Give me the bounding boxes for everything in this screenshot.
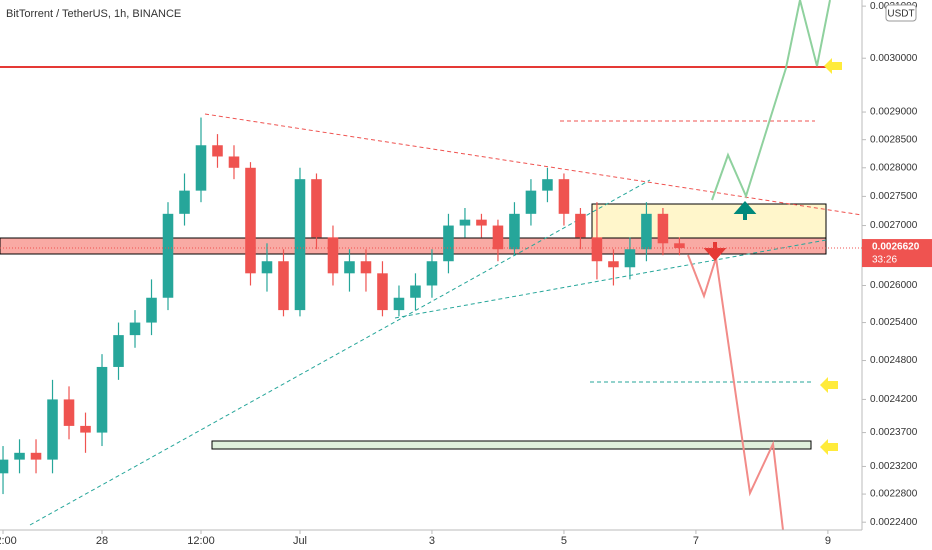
trendline	[394, 239, 827, 319]
up-arrow	[733, 200, 757, 220]
y-tick-label: 0.0027000	[870, 220, 918, 231]
x-tick-label: 12:00	[0, 535, 17, 547]
x-tick-label: 12:00	[187, 535, 215, 547]
x-tick-label: 3	[429, 535, 435, 547]
currency: USDT	[887, 9, 914, 20]
candle-body	[410, 285, 421, 298]
candle-body	[228, 156, 240, 168]
x-tick-label: 7	[693, 535, 699, 547]
candle-body	[558, 179, 570, 214]
candle-body	[0, 459, 9, 474]
candle-body	[492, 225, 504, 250]
x-tick-label: Jul	[293, 535, 307, 547]
candle-body	[129, 322, 141, 336]
candle-body	[261, 261, 273, 274]
candle-body	[146, 297, 157, 323]
support-box	[211, 440, 812, 450]
pointer-arrow	[820, 377, 838, 393]
drawings	[0, 0, 863, 531]
candle-body	[443, 225, 454, 262]
candle-body	[426, 261, 438, 286]
candle-body	[63, 399, 75, 426]
x-tick-label: 9	[825, 535, 831, 547]
candle-body	[393, 297, 405, 311]
y-tick-label: 0.0026000	[870, 280, 918, 291]
candle-body	[360, 261, 372, 274]
down-arrow	[703, 242, 727, 262]
y-tick-label: 0.0024200	[870, 394, 918, 405]
candle-body	[459, 219, 471, 226]
candle-body	[278, 261, 289, 311]
y-tick-label: 0.0027500	[870, 191, 918, 202]
countdown: 33:26	[872, 255, 897, 266]
candle-body	[311, 179, 322, 238]
candle-body	[624, 249, 636, 268]
candle-body	[591, 237, 603, 262]
candle-body	[674, 243, 685, 249]
trendline	[29, 179, 651, 526]
x-tick-label: 28	[96, 535, 108, 547]
resistance-zone	[0, 237, 827, 255]
candles	[0, 117, 685, 495]
chart-title: BitTorrent / TetherUS, 1h, BINANCE	[6, 8, 181, 20]
last-price-box	[862, 239, 932, 268]
candle-body	[641, 213, 652, 250]
pointer-arrow	[824, 58, 842, 74]
candle-body	[30, 452, 42, 460]
y-tick-label: 0.0029000	[870, 107, 918, 118]
candle-body	[657, 213, 669, 244]
candle-body	[476, 219, 487, 226]
candle-body	[575, 213, 586, 238]
y-tick-label: 0.0028000	[870, 162, 918, 173]
candle-body	[212, 145, 223, 157]
candle-body	[245, 167, 256, 274]
y-tick-label: 0.0023200	[870, 461, 918, 472]
candle-body	[113, 335, 124, 367]
currency-badge	[885, 4, 917, 22]
candle-body	[327, 237, 339, 274]
bull-projection	[711, 0, 831, 201]
candle-body	[162, 213, 174, 298]
pointer-arrow	[820, 439, 838, 455]
candle-body	[179, 190, 190, 214]
y-tick-label: 0.0024800	[870, 355, 918, 366]
candle-body	[80, 425, 91, 433]
range-box	[591, 203, 827, 239]
candle-body	[294, 179, 306, 311]
candle-body	[195, 145, 207, 191]
y-tick-label: 0.0022800	[870, 489, 918, 500]
y-tick-label: 0.0022400	[870, 517, 918, 528]
candle-body	[542, 179, 553, 191]
candle-body	[14, 452, 25, 460]
candle-body	[377, 273, 388, 311]
candle-body	[344, 261, 355, 274]
x-tick-label: 5	[561, 535, 567, 547]
candle-body	[47, 399, 58, 460]
last-price-label: 0.0026620	[872, 242, 920, 253]
y-tick-label: 0.0030000	[870, 53, 918, 64]
trendline	[204, 113, 863, 216]
candle-body	[509, 213, 520, 250]
y-tick-label: 0.0028500	[870, 134, 918, 145]
candle-body	[525, 190, 537, 214]
candle-body	[96, 366, 108, 433]
y-tick-label: 0.0023700	[870, 427, 918, 438]
bear-projection	[687, 254, 784, 531]
y-tick-label: 0.0025400	[870, 317, 918, 328]
candle-body	[608, 261, 619, 268]
price-axis	[862, 0, 932, 550]
